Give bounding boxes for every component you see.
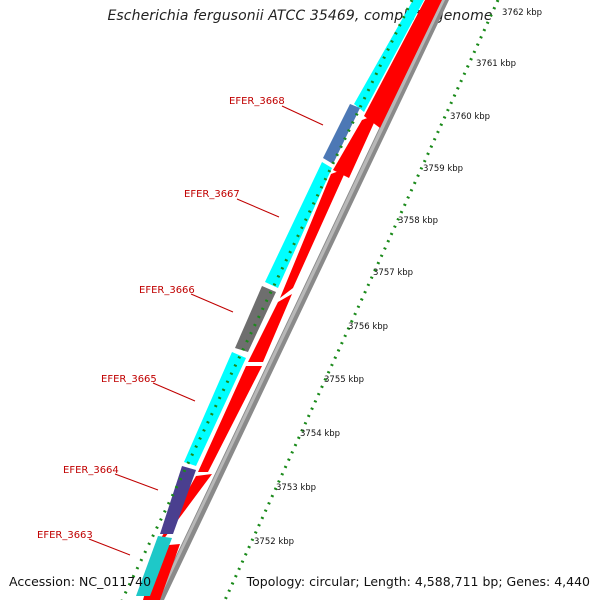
gene-leader-line (88, 538, 131, 556)
tick-label: 3761 kbp (476, 59, 516, 69)
tick-label: 3756 kbp (348, 322, 388, 332)
feature-segment (354, 0, 424, 112)
map-title: Escherichia fergusonii ATCC 35469, compl… (107, 8, 493, 24)
cds-segment (248, 294, 292, 362)
gene-leader-line (281, 105, 324, 126)
gene-label: EFER_3667 (184, 189, 240, 200)
gene-label: EFER_3663 (37, 530, 93, 541)
cds-segment (333, 114, 378, 178)
tick-label: 3762 kbp (502, 8, 542, 18)
gene-label: EFER_3665 (101, 374, 157, 385)
scale-ticks: 3762 kbp 3761 kbp 3760 kbp 3759 kbp 3758 kbp… (254, 8, 542, 547)
tick-label: 3755 kbp (324, 375, 364, 385)
feature-track (136, 0, 424, 596)
outer-dashed-track (223, 0, 500, 600)
gene-leader-line (114, 473, 159, 491)
cds-segment (364, 0, 442, 128)
inner-dashed-track (120, 0, 414, 600)
feature-segment (235, 286, 276, 352)
tick-label: 3760 kbp (450, 112, 490, 122)
feature-segment (265, 162, 332, 288)
gene-leader-line (190, 293, 234, 313)
genome-summary: Topology: circular; Length: 4,588,711 bp… (246, 574, 590, 589)
genome-backbone-highlight (156, 0, 445, 600)
gene-leader-line (236, 198, 280, 218)
tick-label: 3753 kbp (276, 483, 316, 493)
tick-label: 3752 kbp (254, 537, 294, 547)
gene-label: EFER_3668 (229, 96, 285, 107)
cds-track (143, 0, 442, 600)
feature-segment (136, 536, 172, 596)
cds-segment (198, 366, 262, 472)
tick-label: 3758 kbp (398, 216, 438, 226)
gene-label: EFER_3666 (139, 285, 195, 296)
tick-label: 3759 kbp (423, 164, 463, 174)
tick-label: 3754 kbp (300, 429, 340, 439)
tick-label: 3757 kbp (373, 268, 413, 278)
feature-segment (160, 466, 196, 534)
gene-leader-line (152, 382, 196, 402)
gene-labels: EFER_3668 EFER_3667 EFER_3666 EFER_3665 EFER… (37, 96, 324, 556)
accession-label: Accession: NC_011740 (9, 574, 152, 589)
cds-segment (280, 168, 347, 298)
gene-label: EFER_3664 (63, 465, 119, 476)
feature-segment (323, 104, 360, 164)
